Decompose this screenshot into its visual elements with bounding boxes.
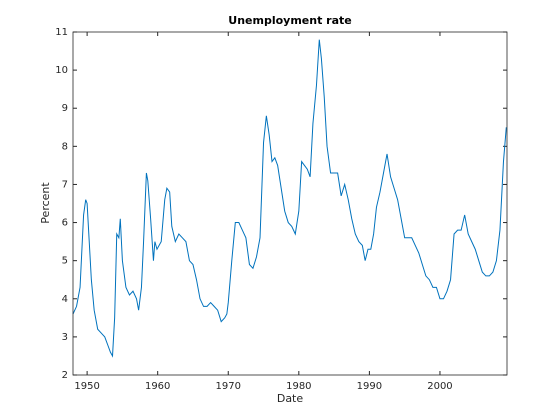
x-axis-label: Date <box>277 392 304 405</box>
x-tick-label: 1990 <box>357 381 382 392</box>
y-tick-label: 8 <box>62 141 68 152</box>
y-tick-label: 11 <box>55 27 68 38</box>
plot-frame <box>72 31 508 376</box>
x-tick-label: 1950 <box>74 381 99 392</box>
y-tick-label: 7 <box>62 179 68 190</box>
y-tick-label: 10 <box>55 65 68 76</box>
x-tick-label: 1980 <box>286 381 311 392</box>
y-tick-label: 3 <box>62 332 68 343</box>
x-tick-label: 1960 <box>145 381 170 392</box>
y-tick-label: 5 <box>62 256 68 267</box>
x-tick-label: 2000 <box>427 381 452 392</box>
data-line <box>72 39 507 358</box>
x-tick-label: 1970 <box>216 381 241 392</box>
y-tick-label: 9 <box>62 103 68 114</box>
y-axis-label: Percent <box>39 182 52 224</box>
y-tick-label: 4 <box>62 294 68 305</box>
y-tick-label: 2 <box>62 370 68 381</box>
y-tick-label: 6 <box>62 218 68 229</box>
chart-title: Unemployment rate <box>228 14 351 27</box>
